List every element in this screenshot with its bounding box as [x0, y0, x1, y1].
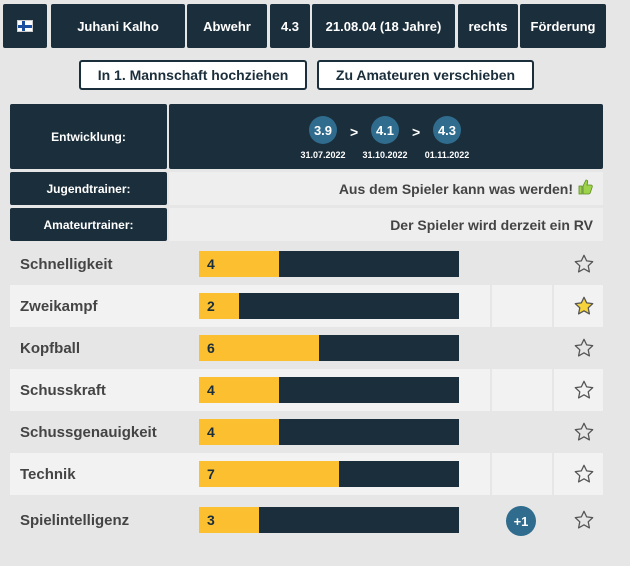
- skill-bar: 6: [199, 335, 459, 361]
- column-divider: [490, 499, 492, 541]
- column-divider: [552, 499, 554, 541]
- column-divider: [490, 327, 492, 369]
- skill-bar-fill: [199, 335, 319, 361]
- column-divider: [552, 369, 554, 411]
- development-arrow: >: [412, 124, 421, 140]
- amateur-coach-text: Der Spieler wird derzeit ein RV: [169, 208, 603, 241]
- skill-bar: 4: [199, 377, 459, 403]
- skill-bar-fill: [199, 507, 259, 533]
- youth-coach-comment: Aus dem Spieler kann was werden!: [169, 172, 603, 205]
- development-value: 4.3: [433, 116, 461, 144]
- skill-row: Kopfball 6: [10, 327, 603, 369]
- column-divider: [490, 369, 492, 411]
- skill-value: 4: [207, 256, 215, 272]
- skill-value: 3: [207, 512, 215, 528]
- skill-name: Schussgenauigkeit: [20, 423, 157, 441]
- skill-row: Spielintelligenz 3 +1: [10, 499, 603, 541]
- skill-bar-fill: [199, 377, 279, 403]
- skill-value: 2: [207, 298, 215, 314]
- skill-name: Spielintelligenz: [20, 511, 130, 529]
- skill-bar: 3: [199, 507, 459, 533]
- player-birthdate: 21.08.04 (18 Jahre): [312, 4, 455, 48]
- skill-row: Schusskraft 4: [10, 369, 603, 411]
- thumbs-up-icon: [577, 179, 593, 198]
- star-outline-icon[interactable]: [564, 243, 603, 285]
- skill-bar-fill: [199, 419, 279, 445]
- skill-bar: 2: [199, 293, 459, 319]
- skill-bar: 4: [199, 419, 459, 445]
- column-divider: [490, 243, 492, 285]
- skill-bonus-badge: +1: [506, 506, 536, 536]
- development-value: 4.1: [371, 116, 399, 144]
- star-outline-icon[interactable]: [564, 327, 603, 369]
- skill-bar-fill: [199, 293, 239, 319]
- skill-value: 6: [207, 340, 215, 356]
- skill-value: 4: [207, 382, 215, 398]
- skill-value: 7: [207, 466, 215, 482]
- skill-row: Schussgenauigkeit 4: [10, 411, 603, 453]
- skill-name: Schnelligkeit: [20, 255, 113, 273]
- player-foot: rechts: [458, 4, 518, 48]
- column-divider: [552, 285, 554, 327]
- development-date: 31.10.2022: [362, 150, 408, 160]
- skill-name: Zweikampf: [20, 297, 98, 315]
- development-label: Entwicklung:: [10, 104, 167, 169]
- skill-bar: 4: [199, 251, 459, 277]
- skill-name: Kopfball: [20, 339, 80, 357]
- player-position: Abwehr: [187, 4, 267, 48]
- column-divider: [490, 285, 492, 327]
- skill-row: Schnelligkeit 4: [10, 243, 603, 285]
- player-rating: 4.3: [270, 4, 310, 48]
- player-status: Förderung: [520, 4, 606, 48]
- promote-first-team-button[interactable]: In 1. Mannschaft hochziehen: [79, 60, 307, 90]
- skill-name: Schusskraft: [20, 381, 106, 399]
- amateur-coach-label: Amateurtrainer:: [10, 208, 167, 241]
- development-step: 4.1 31.10.2022: [360, 116, 410, 160]
- development-value: 3.9: [309, 116, 337, 144]
- nationality-flag: [3, 4, 47, 48]
- player-name: Juhani Kalho: [51, 4, 185, 48]
- column-divider: [552, 453, 554, 495]
- column-divider: [552, 327, 554, 369]
- star-outline-icon[interactable]: [564, 369, 603, 411]
- star-outline-icon[interactable]: [564, 499, 603, 541]
- finland-flag-icon: [17, 20, 33, 32]
- skill-name: Technik: [20, 465, 76, 483]
- column-divider: [552, 411, 554, 453]
- column-divider: [552, 243, 554, 285]
- skill-value: 4: [207, 424, 215, 440]
- skill-bar-fill: [199, 251, 279, 277]
- skill-bar: 7: [199, 461, 459, 487]
- development-date: 01.11.2022: [424, 150, 470, 160]
- star-filled-icon[interactable]: [564, 285, 603, 327]
- development-date: 31.07.2022: [300, 150, 346, 160]
- development-panel: 3.9 31.07.2022 > 4.1 31.10.2022 > 4.3 01…: [169, 104, 603, 169]
- development-arrow: >: [350, 124, 359, 140]
- youth-coach-text: Aus dem Spieler kann was werden!: [338, 180, 573, 197]
- move-to-amateurs-button[interactable]: Zu Amateuren verschieben: [317, 60, 534, 90]
- column-divider: [490, 453, 492, 495]
- skill-bar-fill: [199, 461, 339, 487]
- development-step: 4.3 01.11.2022: [422, 116, 472, 160]
- star-outline-icon[interactable]: [564, 453, 603, 495]
- development-step: 3.9 31.07.2022: [298, 116, 348, 160]
- youth-coach-label: Jugendtrainer:: [10, 172, 167, 205]
- star-outline-icon[interactable]: [564, 411, 603, 453]
- skill-row: Technik 7: [10, 453, 603, 495]
- skill-row: Zweikampf 2: [10, 285, 603, 327]
- column-divider: [490, 411, 492, 453]
